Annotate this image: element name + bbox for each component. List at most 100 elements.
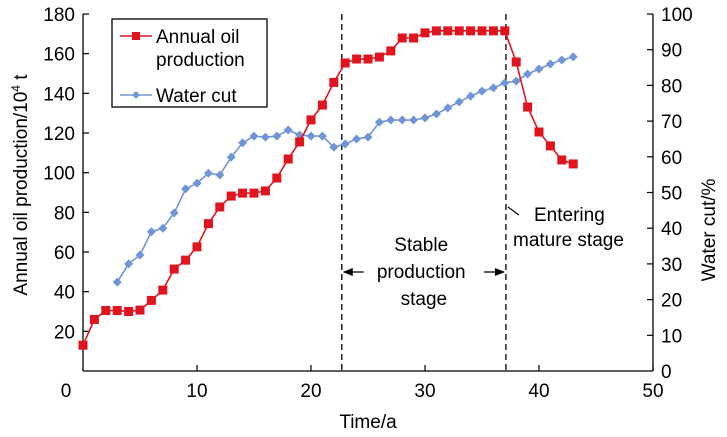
left-y-tick-label: 80 [54,203,75,224]
right-y-tick-label: 50 [661,184,682,205]
series-water-cut [112,52,578,287]
water-cut-point [397,115,407,125]
left-y-tick-label: 120 [43,124,75,145]
oil-production-point [238,188,248,198]
oil-production-point [443,26,453,36]
oil-production-point [557,155,567,165]
right-y-tick-label: 70 [661,112,682,133]
water-cut-point [420,113,430,123]
mature-stage-label: Entering mature stage [513,205,624,251]
left-y-tick-label: 60 [54,243,75,264]
oil-production-point [352,54,362,64]
x-tick-label: 0 [61,381,72,402]
water-cut-point [112,277,122,287]
water-cut-point [454,97,464,107]
right-y-tick-label: 60 [661,148,682,169]
x-axis-title: Time/a [339,412,397,433]
oil-production-point [386,46,396,56]
water-cut-point [329,142,339,152]
right-y-tick-label: 30 [661,255,682,276]
x-tick-label: 50 [642,381,663,402]
oil-production-point [488,26,498,36]
water-cut-point [466,91,476,101]
oil-production-point [260,186,270,196]
water-cut-point [317,131,327,141]
oil-production-point [306,115,316,125]
oil-production-point [272,173,282,183]
oil-production-point [295,137,305,147]
water-cut-point [352,134,362,144]
stable-stage-label-line-2: production [377,262,466,283]
water-cut-point [374,117,384,127]
x-tick-label: 10 [186,381,207,402]
x-tick-label: 40 [528,381,549,402]
mature-stage-label-line-2: mature stage [513,230,624,251]
oil-production-point [78,340,88,350]
oil-production-point [89,314,99,324]
legend-item-oil: Annual oil production [120,27,245,71]
left-y-tick-label: 180 [43,5,75,26]
oil-production-point [454,26,464,36]
water-cut-point [431,109,441,119]
oil-production-point [192,242,202,252]
span-arrow-left-head [342,268,353,276]
oil-production-point [397,33,407,43]
left-y-tick-label: 160 [43,45,75,66]
water-cut-point [124,259,134,269]
water-cut-point [443,103,453,113]
right-y-axis-ticks: 0 10 20 30 40 50 60 70 80 90 100 [647,5,693,383]
water-cut-point [340,139,350,149]
water-cut-point [146,227,156,237]
left-y-axis-title-sup: 4 [9,85,23,92]
oil-production-point [317,100,327,110]
water-cut-point [272,131,282,141]
water-cut-point [363,132,373,142]
oil-production-point [146,295,156,305]
stable-stage-label-line-1: Stable [394,235,448,256]
left-y-tick-label: 40 [54,283,75,304]
right-y-tick-label: 40 [661,219,682,240]
right-y-tick-label: 90 [661,41,682,62]
water-cut-point [557,55,567,65]
water-cut-point [409,115,419,125]
legend-oil-label: Annual oil production [156,27,245,71]
right-y-tick-label: 80 [661,76,682,97]
mature-stage-label-line-1: Entering [534,205,605,226]
water-cut-point [135,250,145,260]
water-cut-point [192,178,202,188]
oil-production-point [534,127,544,137]
stable-stage-label: Stable production stage [377,235,471,310]
water-cut-point [477,86,487,96]
left-y-axis-title-main: Annual oil production/10 [11,92,32,296]
water-cut-point [534,64,544,74]
oil-production-point [283,154,293,164]
water-cut-point [260,132,270,142]
water-cut-point [500,78,510,88]
oil-production-point [363,54,373,64]
legend-oil-label-line-2: production [156,50,245,71]
oil-production-point [169,264,179,274]
left-y-tick-label: 100 [43,164,75,185]
water-cut-point [226,152,236,162]
left-y-axis-ticks: 20 40 60 80 100 120 140 160 180 [43,5,89,343]
oil-production-point [431,26,441,36]
mature-stage-pointer [507,206,520,216]
water-cut-point [238,138,248,148]
oil-production-point [158,285,168,295]
oil-production-point [466,26,476,36]
oil-production-point [374,52,384,62]
water-cut-point [181,184,191,194]
series-annual-oil-production [78,26,578,350]
right-y-axis-title: Water cut/% [699,179,720,282]
water-cut-point [169,208,179,218]
left-y-tick-label: 20 [54,322,75,343]
water-cut-point [568,52,578,62]
oil-production-point [181,255,191,265]
water-cut-point [158,223,168,233]
water-cut-point [203,168,213,178]
oil-production-point [329,77,339,87]
left-y-axis-title: Annual oil production/104 t [9,74,32,296]
oil-production-point [409,33,419,43]
oil-production-point [500,26,510,36]
annotations: Stable production stage Entering mature … [341,14,624,371]
